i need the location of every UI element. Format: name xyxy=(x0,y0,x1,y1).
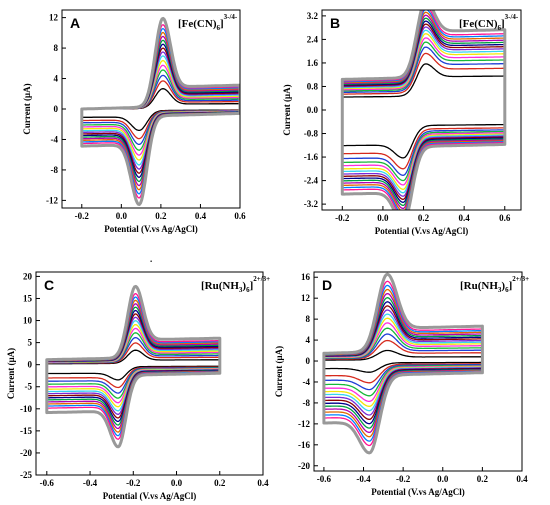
y-tick-label: 8 xyxy=(54,43,59,53)
y-tick-label: 4 xyxy=(54,74,59,84)
y-tick-label: 16 xyxy=(301,272,311,282)
x-tick-label: -0.4 xyxy=(356,474,371,484)
x-axis-label: Potential (V.vs Ag/AgCl) xyxy=(103,491,197,501)
y-tick-label: 5 xyxy=(28,338,33,348)
panel-d: -0.6 -0.4 -0.2 0.0 0.2 0.4 -20 -16 -12 -8 -4 0 4 8 12 1… xyxy=(274,271,529,497)
panel-a: -0.2 0.0 0.2 0.4 0.6 -12 -8 -4 0 4 8 12 Potential (V… xyxy=(22,9,246,234)
panel-c: -0.6 -0.4 -0.2 0.0 0.2 0.4 -25 -20 -15 -10 -5 0 5 10 1… xyxy=(6,271,270,501)
y-tick-label: -3.2 xyxy=(304,199,319,209)
cv-curve-16 xyxy=(322,272,484,455)
panel-label: D xyxy=(322,277,332,293)
x-tick-label: 0.6 xyxy=(234,211,246,221)
y-tick-label: -20 xyxy=(20,448,32,458)
cv-curve-16 xyxy=(340,10,507,210)
x-tick-label: 0.4 xyxy=(516,474,528,484)
y-tick-label: -1.6 xyxy=(304,152,319,162)
species-label: [Ru(NH3)6]2+/3+ xyxy=(460,275,529,294)
y-tick-label: 0 xyxy=(54,104,59,114)
cv-curve-6 xyxy=(46,323,221,408)
y-tick-label: 8 xyxy=(306,314,311,324)
y-tick-label: -8 xyxy=(303,398,311,408)
x-tick-label: -0.4 xyxy=(83,478,98,488)
y-tick-label: -2.4 xyxy=(304,176,319,186)
x-tick-label: 0.2 xyxy=(214,478,226,488)
x-tick-label: -0.2 xyxy=(126,478,141,488)
y-axis-label: Current (µA) xyxy=(6,348,16,399)
panel-label: C xyxy=(44,277,54,293)
x-tick-label: 0.4 xyxy=(195,211,207,221)
y-tick-label: -8 xyxy=(51,165,59,175)
x-axis-label: Potential (V.vs Ag/AgCl) xyxy=(104,224,198,234)
cv-curve-16 xyxy=(80,16,240,206)
y-tick-label: 0.0 xyxy=(307,105,319,115)
voltammogram-curves xyxy=(80,16,240,206)
panel-label: B xyxy=(330,15,340,31)
cv-curve-3 xyxy=(341,46,506,176)
voltammogram-curves xyxy=(45,284,222,449)
y-tick-label: -12 xyxy=(46,195,58,205)
x-tick-label: 0.0 xyxy=(437,474,449,484)
x-tick-label: 0.6 xyxy=(499,213,511,223)
x-tick-label: 0.4 xyxy=(257,478,269,488)
y-tick-label: -25 xyxy=(20,470,32,480)
y-tick-label: -12 xyxy=(298,419,310,429)
panel-b: -0.2 0.0 0.2 0.4 0.6 -3.2 -2.4 -1.6 -0.8 0.0 0.8 1.… xyxy=(282,9,522,236)
cv-curve-4 xyxy=(341,41,506,182)
y-tick-label: -10 xyxy=(20,404,32,414)
y-tick-label: 4 xyxy=(306,335,311,345)
stray-mark: . xyxy=(150,254,152,264)
voltammogram-curves xyxy=(340,10,507,210)
species-label: [Fe(CN)6]3-/4- xyxy=(178,13,238,32)
x-axis-label: Potential (V.vs Ag/AgCl) xyxy=(375,226,469,236)
y-tick-label: 10 xyxy=(23,316,33,326)
x-tick-label: -0.2 xyxy=(335,213,350,223)
x-tick-label: 0.0 xyxy=(377,213,389,223)
y-tick-label: 0 xyxy=(306,356,311,366)
y-tick-label: 0 xyxy=(28,360,33,370)
species-label: [Fe(CN)6]3-/4- xyxy=(459,13,519,32)
y-tick-label: -5 xyxy=(25,382,33,392)
x-tick-label: 0.2 xyxy=(418,213,430,223)
y-tick-label: -0.8 xyxy=(304,129,319,139)
y-axis-label: Current (µA) xyxy=(274,346,284,397)
y-tick-label: 12 xyxy=(301,293,311,303)
y-tick-label: -15 xyxy=(20,426,32,436)
x-tick-label: 0.2 xyxy=(477,474,489,484)
y-tick-label: 3.2 xyxy=(307,11,319,21)
x-tick-label: -0.2 xyxy=(75,211,90,221)
plot-frame xyxy=(35,271,264,476)
plot-frame xyxy=(313,271,523,472)
y-tick-label: 0.8 xyxy=(307,81,319,91)
y-tick-label: -20 xyxy=(298,461,310,471)
x-tick-label: 0.2 xyxy=(155,211,167,221)
x-tick-label: 0.0 xyxy=(171,478,183,488)
y-tick-label: -4 xyxy=(51,134,59,144)
y-tick-label: 20 xyxy=(23,271,33,281)
x-tick-label: -0.6 xyxy=(317,474,332,484)
x-tick-label: -0.2 xyxy=(396,474,411,484)
y-tick-label: 2.4 xyxy=(307,34,319,44)
panel-label: A xyxy=(70,15,80,31)
y-axis-label: Current (µA) xyxy=(282,84,292,135)
y-tick-label: 12 xyxy=(49,13,59,23)
x-axis-label: Potential (V.vs Ag/AgCl) xyxy=(371,487,465,497)
y-axis-label: Current (µA) xyxy=(22,83,32,134)
x-tick-label: -0.6 xyxy=(40,478,55,488)
species-label: [Ru(NH3)6]2+/3+ xyxy=(201,275,270,294)
x-tick-label: 0.4 xyxy=(459,213,471,223)
voltammogram-curves xyxy=(322,272,484,455)
cv-curve-16 xyxy=(45,284,222,449)
x-tick-label: 0.0 xyxy=(116,211,128,221)
y-tick-label: -16 xyxy=(298,440,310,450)
cv-curve-11 xyxy=(341,17,506,207)
y-tick-label: -4 xyxy=(303,377,311,387)
y-tick-label: 1.6 xyxy=(307,58,319,68)
y-tick-label: 15 xyxy=(23,293,33,303)
cv-curve-13 xyxy=(341,11,506,210)
